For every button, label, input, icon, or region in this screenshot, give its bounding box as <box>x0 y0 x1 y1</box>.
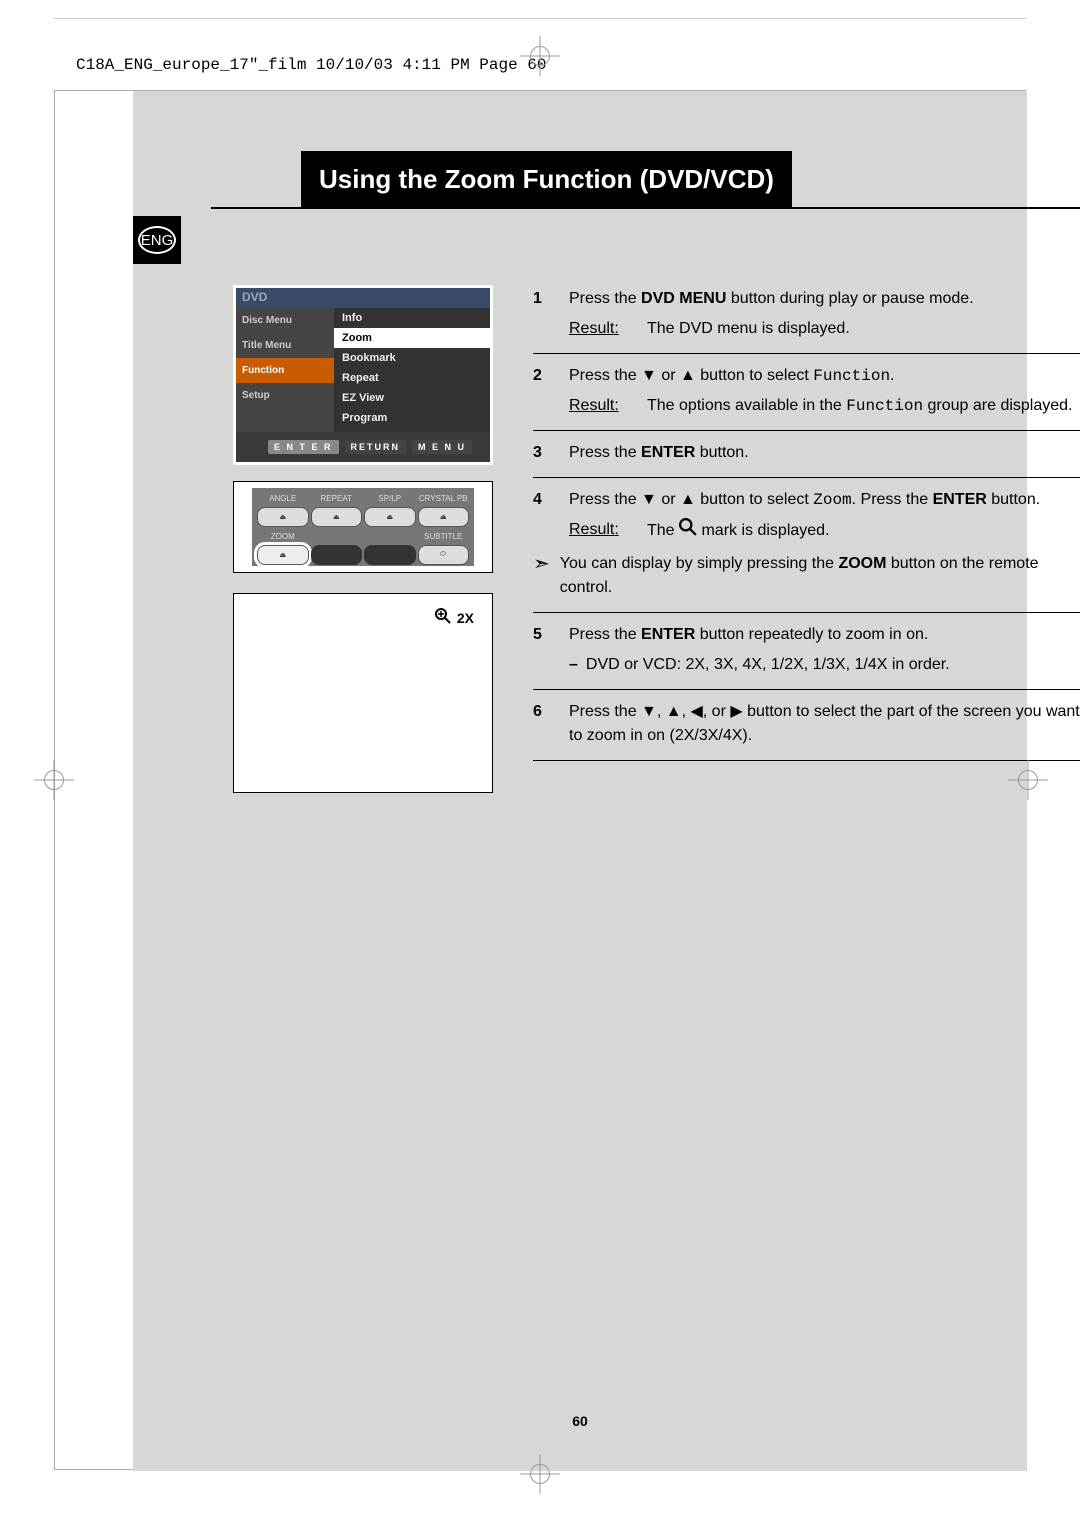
osd-item-info: Info <box>334 308 490 328</box>
osd-footer: E N T E R RETURN M E N U <box>236 432 490 462</box>
step-number: 5 <box>533 623 569 677</box>
step-6: 6 Press the ▼, ▲, ◀, or ▶ button to sele… <box>533 690 1080 761</box>
remote-screenshot: ANGLE REPEAT SP/LP CRYSTAL PB ⏏ ⏏ ⏏ ⏏ ZO… <box>233 481 493 573</box>
osd-tab-disc-menu: Disc Menu <box>236 308 334 333</box>
instruction-steps: 1 Press the DVD MENU button during play … <box>533 277 1080 761</box>
osd-return-label: RETURN <box>345 440 407 454</box>
zoom-preview: 2X <box>233 593 493 793</box>
osd-tab-function: Function <box>236 358 334 383</box>
step-5: 5 Press the ENTER button repeatedly to z… <box>533 613 1080 690</box>
remote-nav-right: ▶ <box>364 545 416 565</box>
osd-item-bookmark: Bookmark <box>334 348 490 368</box>
magnifier-icon <box>679 518 697 544</box>
step-number: 2 <box>533 364 569 418</box>
result-text: The DVD menu is displayed. <box>647 317 850 341</box>
osd-screenshot: DVD Disc Menu Title Menu Function Setup … <box>233 285 493 465</box>
osd-tab-title-menu: Title Menu <box>236 333 334 358</box>
osd-header: DVD <box>236 288 490 308</box>
remote-label-crystalpb: CRYSTAL PB <box>418 491 470 505</box>
zoom-level-text: 2X <box>457 610 474 626</box>
remote-btn-angle: ⏏ <box>257 507 309 527</box>
step-number: 6 <box>533 700 569 748</box>
note-text: You can display by simply pressing the Z… <box>560 552 1080 600</box>
remote-btn-zoom: ⏏ <box>257 545 309 565</box>
note-chevron-icon: ➣ <box>533 554 550 574</box>
outer-rule <box>54 18 1026 19</box>
remote-label-subtitle: SUBTITLE <box>418 529 470 543</box>
osd-left-tabs: Disc Menu Title Menu Function Setup <box>236 308 334 432</box>
zoom-indicator: 2X <box>435 608 474 627</box>
page-number: 60 <box>133 1413 1027 1429</box>
remote-label-angle: ANGLE <box>257 491 309 505</box>
language-badge-text: ENG <box>138 226 176 254</box>
osd-item-ezview: EZ View <box>334 388 490 408</box>
step-2: 2 Press the ▼ or ▲ button to select Func… <box>533 354 1080 431</box>
result-label: Result: <box>569 394 647 418</box>
osd-item-repeat: Repeat <box>334 368 490 388</box>
remote-btn-splp: ⏏ <box>364 507 416 527</box>
osd-item-zoom: Zoom <box>334 328 490 348</box>
remote-label-zoom: ZOOM <box>257 529 309 543</box>
magnifier-icon <box>435 608 451 627</box>
title-underline <box>211 207 1080 209</box>
sub-text: DVD or VCD: 2X, 3X, 4X, 1/2X, 1/3X, 1/4X… <box>586 656 950 673</box>
osd-menu-list: Info Zoom Bookmark Repeat EZ View Progra… <box>334 308 490 432</box>
remote-btn-subtitle: ⬭ <box>418 545 470 565</box>
result-label: Result: <box>569 518 647 544</box>
step-3: 3 Press the ENTER button. <box>533 431 1080 478</box>
osd-tab-setup: Setup <box>236 383 334 408</box>
osd-enter-label: E N T E R <box>268 440 339 454</box>
result-text: The options available in the Function gr… <box>647 394 1073 418</box>
osd-item-program: Program <box>334 408 490 428</box>
step-1: 1 Press the DVD MENU button during play … <box>533 277 1080 354</box>
remote-label-repeat: REPEAT <box>311 491 363 505</box>
language-badge: ENG <box>133 216 181 264</box>
remote-btn-repeat: ⏏ <box>311 507 363 527</box>
result-text: The mark is displayed. <box>647 518 830 544</box>
remote-nav-left: ◀ <box>311 545 363 565</box>
page-crop: ENG Using the Zoom Function (DVD/VCD) DV… <box>54 90 1026 1470</box>
page-title: Using the Zoom Function (DVD/VCD) <box>301 151 792 207</box>
step-text: Press the ▼, ▲, ◀, or ▶ button to select… <box>569 703 1080 744</box>
remote-label-splp: SP/LP <box>364 491 416 505</box>
step-number: 3 <box>533 441 569 465</box>
remote-btn-crystalpb: ⏏ <box>418 507 470 527</box>
osd-menu-label: M E N U <box>412 440 472 454</box>
prepress-header: C18A_ENG_europe_17"_film 10/10/03 4:11 P… <box>76 56 546 74</box>
page-body: ENG Using the Zoom Function (DVD/VCD) DV… <box>133 91 1027 1471</box>
result-label: Result: <box>569 317 647 341</box>
step-number: 1 <box>533 287 569 341</box>
step-4: 4 Press the ▼ or ▲ button to select Zoom… <box>533 478 1080 613</box>
